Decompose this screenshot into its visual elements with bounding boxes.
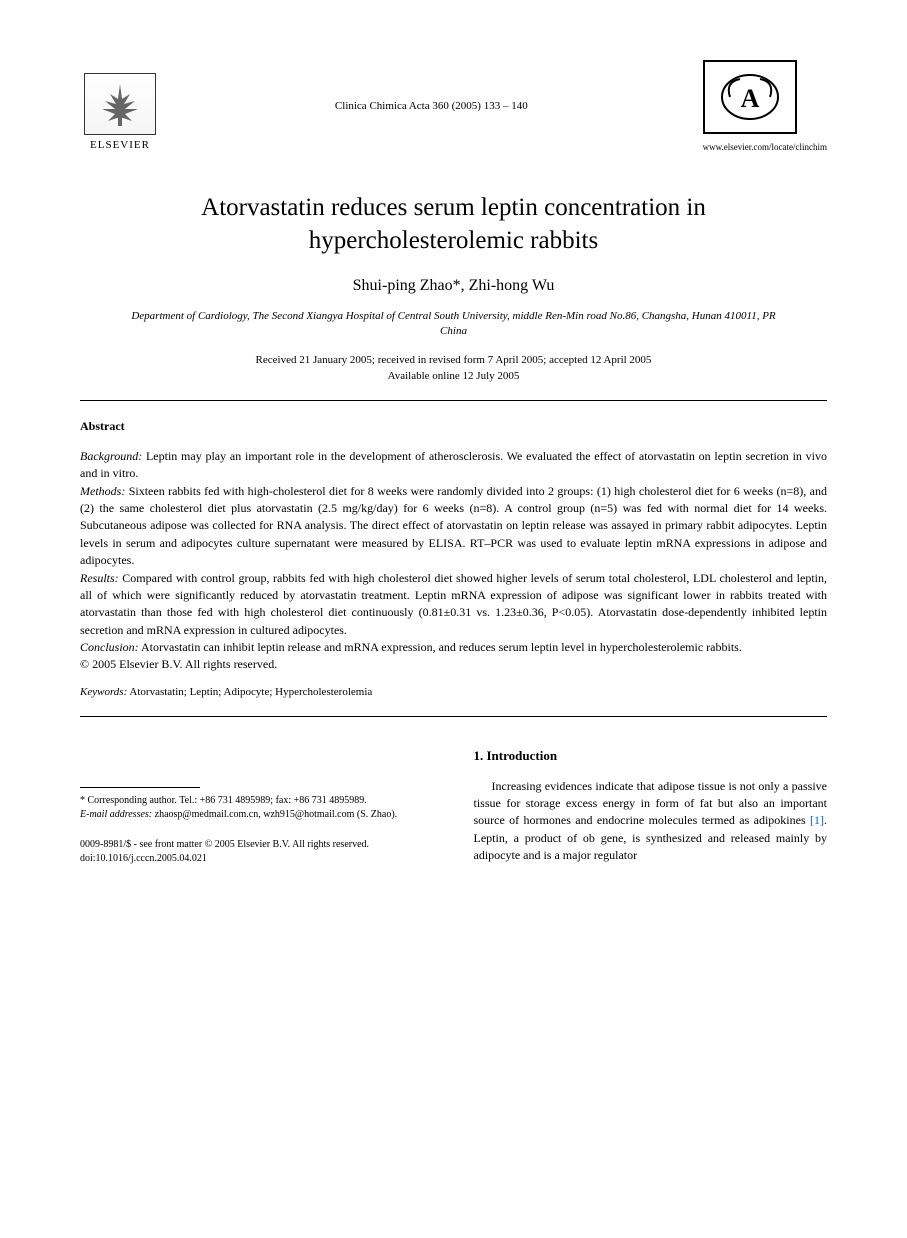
email-footnote: E-mail addresses: zhaosp@medmail.com.cn,… (80, 808, 434, 822)
article-page: ELSEVIER Clinica Chimica Acta 360 (2005)… (0, 0, 907, 906)
abs-methods: Sixteen rabbits fed with high-cholestero… (80, 484, 827, 568)
abs-results-label: Results: (80, 571, 119, 585)
keywords-line: Keywords: Atorvastatin; Leptin; Adipocyt… (80, 686, 827, 698)
abs-conclusion-label: Conclusion: (80, 640, 139, 654)
footnote-rule (80, 787, 200, 788)
email-addresses: zhaosp@medmail.com.cn, wzh915@hotmail.co… (152, 809, 397, 820)
abs-copyright: © 2005 Elsevier B.V. All rights reserved… (80, 657, 277, 671)
ref-1[interactable]: [1] (810, 813, 824, 827)
elsevier-logo: ELSEVIER (80, 61, 160, 151)
intro-para: Increasing evidences indicate that adipo… (474, 778, 828, 865)
divider-top (80, 400, 827, 401)
divider-bottom (80, 716, 827, 717)
abstract-body: Background: Leptin may play an important… (80, 448, 827, 674)
email-label: E-mail addresses: (80, 809, 152, 820)
svg-text:A: A (740, 84, 759, 113)
abs-results: Compared with control group, rabbits fed… (80, 571, 827, 637)
journal-url[interactable]: www.elsevier.com/locate/clinchim (703, 142, 827, 152)
doi-line: doi:10.1016/j.cccn.2005.04.021 (80, 852, 434, 866)
left-column: * Corresponding author. Tel.: +86 731 48… (80, 747, 434, 866)
authors: Shui-ping Zhao*, Zhi-hong Wu (80, 277, 827, 295)
received-dates: Received 21 January 2005; received in re… (80, 354, 827, 366)
right-column: 1. Introduction Increasing evidences ind… (474, 747, 828, 866)
abstract-label: Abstract (80, 419, 827, 434)
journal-logo: A (703, 60, 797, 134)
intro-heading: 1. Introduction (474, 747, 828, 766)
article-title: Atorvastatin reduces serum leptin concen… (120, 192, 787, 257)
intro-text-a: Increasing evidences indicate that adipo… (474, 779, 828, 828)
abs-background-label: Background: (80, 449, 142, 463)
abs-conclusion: Atorvastatin can inhibit leptin release … (139, 640, 742, 654)
bottom-meta: 0009-8981/$ - see front matter © 2005 El… (80, 838, 434, 866)
publisher-name: ELSEVIER (90, 139, 150, 151)
abs-background: Leptin may play an important role in the… (80, 449, 827, 480)
two-column-body: * Corresponding author. Tel.: +86 731 48… (80, 747, 827, 866)
elsevier-tree-icon (84, 73, 156, 135)
abs-methods-label: Methods: (80, 484, 125, 498)
publisher-block: ELSEVIER (80, 61, 160, 151)
affiliation: Department of Cardiology, The Second Xia… (120, 309, 787, 340)
keywords-label: Keywords: (80, 686, 127, 698)
authors-text: Shui-ping Zhao*, Zhi-hong Wu (353, 277, 555, 294)
issn-line: 0009-8981/$ - see front matter © 2005 El… (80, 838, 434, 852)
available-date: Available online 12 July 2005 (80, 370, 827, 382)
keywords-text: Atorvastatin; Leptin; Adipocyte; Hyperch… (127, 686, 372, 698)
journal-logo-block: A www.elsevier.com/locate/clinchim (703, 60, 827, 152)
corresponding-footnote: * Corresponding author. Tel.: +86 731 48… (80, 794, 434, 808)
header-row: ELSEVIER Clinica Chimica Acta 360 (2005)… (80, 60, 827, 152)
journal-reference: Clinica Chimica Acta 360 (2005) 133 – 14… (160, 100, 703, 112)
